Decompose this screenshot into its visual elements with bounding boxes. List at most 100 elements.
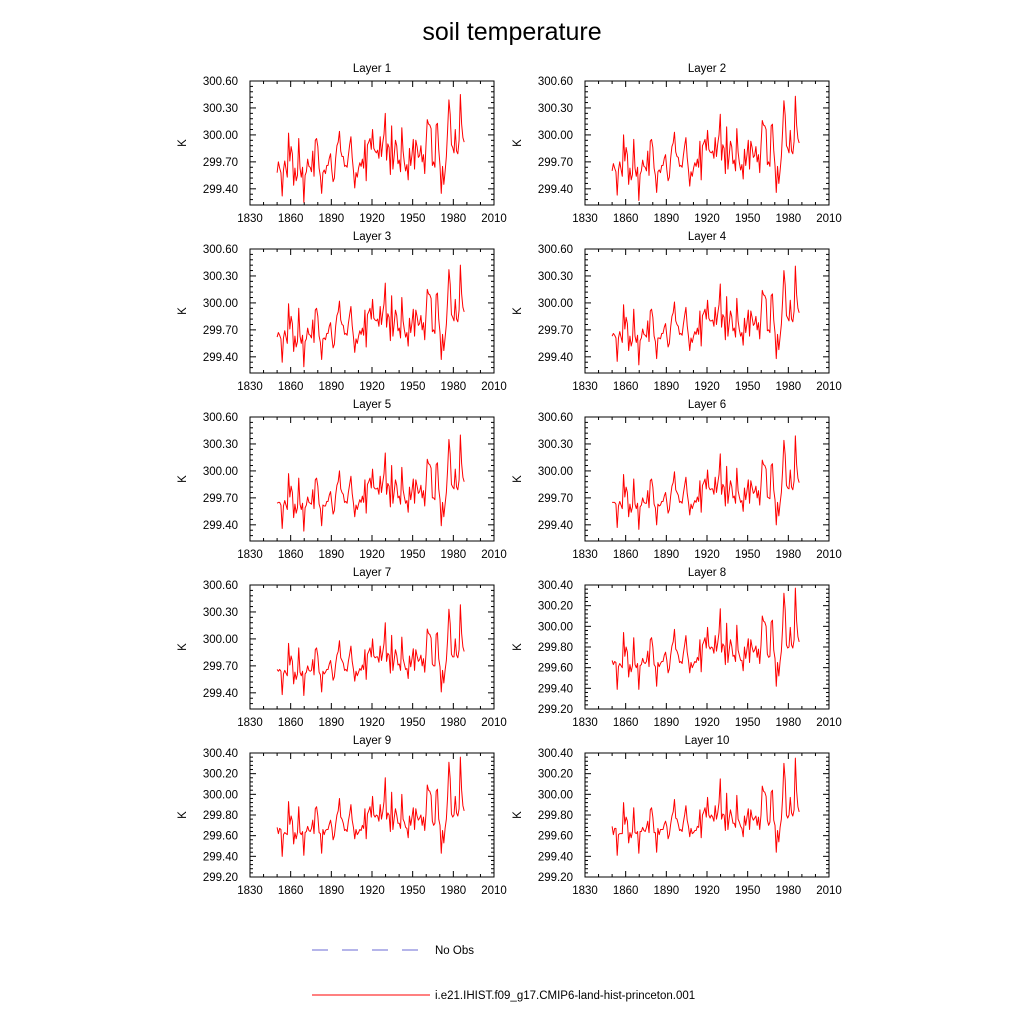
y-tick-label: 299.40 bbox=[203, 184, 238, 196]
y-tick-label: 300.20 bbox=[538, 769, 573, 781]
x-tick-label: 1860 bbox=[613, 717, 639, 729]
x-tick-label: 2010 bbox=[816, 717, 842, 729]
x-tick-label: 2010 bbox=[481, 885, 507, 897]
y-tick-label: 299.60 bbox=[538, 831, 573, 843]
x-tick-label: 1920 bbox=[359, 717, 385, 729]
x-tick-label: 2010 bbox=[481, 381, 507, 393]
y-tick-label: 300.30 bbox=[538, 271, 573, 283]
x-tick-label: 1890 bbox=[319, 717, 345, 729]
x-tick-label: 1920 bbox=[359, 549, 385, 561]
y-tick-label: 299.70 bbox=[203, 325, 238, 337]
y-tick-label: 300.30 bbox=[203, 607, 238, 619]
y-axis-label: K bbox=[512, 307, 524, 315]
y-tick-label: 300.30 bbox=[203, 103, 238, 115]
y-tick-label: 299.60 bbox=[538, 663, 573, 675]
y-axis-label: K bbox=[177, 811, 189, 819]
panel-title: Layer 9 bbox=[353, 735, 391, 747]
y-tick-label: 299.40 bbox=[538, 851, 573, 863]
x-tick-label: 1830 bbox=[237, 885, 263, 897]
y-tick-label: 300.30 bbox=[203, 271, 238, 283]
panel-title: Layer 2 bbox=[688, 63, 726, 75]
panel-2: Layer 2 1830 1860 1890 1920 1950 1980 2010 299.4… bbox=[512, 63, 842, 225]
y-tick-label: 300.60 bbox=[538, 76, 573, 88]
y-tick-label: 300.00 bbox=[538, 130, 573, 142]
y-tick-label: 300.60 bbox=[203, 76, 238, 88]
x-tick-label: 1830 bbox=[572, 549, 598, 561]
x-tick-label: 1920 bbox=[694, 717, 720, 729]
x-tick-label: 2010 bbox=[816, 213, 842, 225]
y-tick-label: 300.60 bbox=[538, 244, 573, 256]
x-tick-label: 1980 bbox=[776, 213, 802, 225]
series-line bbox=[612, 436, 799, 529]
panel-7: Layer 7 1830 1860 1890 1920 1950 1980 2010 299.4… bbox=[177, 567, 507, 729]
y-tick-label: 299.70 bbox=[203, 157, 238, 169]
series-line bbox=[277, 757, 464, 856]
y-tick-label: 299.20 bbox=[538, 704, 573, 716]
x-tick-label: 1890 bbox=[654, 717, 680, 729]
x-tick-label: 1950 bbox=[735, 213, 761, 225]
x-tick-label: 1950 bbox=[400, 885, 426, 897]
x-tick-label: 1980 bbox=[776, 381, 802, 393]
y-tick-label: 299.40 bbox=[538, 520, 573, 532]
y-tick-label: 300.60 bbox=[203, 412, 238, 424]
x-tick-label: 1920 bbox=[694, 381, 720, 393]
y-tick-label: 300.60 bbox=[538, 412, 573, 424]
x-tick-label: 1830 bbox=[237, 717, 263, 729]
x-tick-label: 1980 bbox=[441, 549, 467, 561]
y-tick-label: 299.70 bbox=[538, 493, 573, 505]
y-tick-label: 300.00 bbox=[538, 298, 573, 310]
x-tick-label: 1860 bbox=[278, 213, 304, 225]
series-line bbox=[277, 94, 464, 202]
y-tick-label: 300.40 bbox=[203, 748, 238, 760]
x-tick-label: 1950 bbox=[735, 381, 761, 393]
y-tick-label: 300.00 bbox=[203, 789, 238, 801]
x-tick-label: 1920 bbox=[359, 381, 385, 393]
series-line bbox=[277, 605, 464, 696]
y-tick-label: 299.40 bbox=[203, 520, 238, 532]
y-tick-label: 299.80 bbox=[538, 810, 573, 822]
y-tick-label: 300.40 bbox=[538, 748, 573, 760]
y-axis-label: K bbox=[512, 475, 524, 483]
x-tick-label: 2010 bbox=[481, 717, 507, 729]
x-tick-label: 2010 bbox=[816, 885, 842, 897]
y-tick-label: 300.00 bbox=[203, 634, 238, 646]
x-tick-label: 1860 bbox=[278, 885, 304, 897]
x-tick-label: 1860 bbox=[278, 381, 304, 393]
panel-6: Layer 6 1830 1860 1890 1920 1950 1980 2010 299.4… bbox=[512, 399, 842, 561]
x-tick-label: 1830 bbox=[572, 717, 598, 729]
y-tick-label: 299.40 bbox=[203, 352, 238, 364]
y-tick-label: 299.40 bbox=[203, 688, 238, 700]
x-tick-label: 1890 bbox=[319, 885, 345, 897]
panel-9: Layer 9 1830 1860 1890 1920 1950 1980 2010 299.2… bbox=[177, 735, 507, 897]
x-tick-label: 1860 bbox=[613, 885, 639, 897]
panel-4: Layer 4 1830 1860 1890 1920 1950 1980 2010 299.4… bbox=[512, 231, 842, 393]
y-tick-label: 300.40 bbox=[538, 580, 573, 592]
x-tick-label: 1890 bbox=[654, 381, 680, 393]
y-tick-label: 300.20 bbox=[538, 601, 573, 613]
y-tick-label: 300.60 bbox=[203, 244, 238, 256]
x-tick-label: 1860 bbox=[278, 717, 304, 729]
panel-title: Layer 10 bbox=[685, 735, 730, 747]
x-tick-label: 1950 bbox=[735, 549, 761, 561]
x-tick-label: 1950 bbox=[400, 213, 426, 225]
x-tick-label: 2010 bbox=[816, 549, 842, 561]
x-tick-label: 1860 bbox=[613, 213, 639, 225]
y-tick-label: 299.70 bbox=[538, 157, 573, 169]
panel-10: Layer 10 1830 1860 1890 1920 1950 1980 2010 299.… bbox=[512, 735, 842, 897]
x-tick-label: 2010 bbox=[481, 213, 507, 225]
panel-title: Layer 5 bbox=[353, 399, 391, 411]
y-axis-label: K bbox=[512, 139, 524, 147]
figure-canvas: soil temperature Layer 11830 1860 1890 1920… bbox=[0, 0, 1024, 1024]
y-tick-label: 300.60 bbox=[203, 580, 238, 592]
y-tick-label: 300.20 bbox=[203, 769, 238, 781]
x-tick-label: 2010 bbox=[816, 381, 842, 393]
x-tick-label: 1980 bbox=[776, 885, 802, 897]
x-tick-label: 1830 bbox=[572, 885, 598, 897]
panel-title: Layer 1 bbox=[353, 63, 391, 75]
x-tick-label: 1950 bbox=[400, 381, 426, 393]
x-tick-label: 1980 bbox=[441, 717, 467, 729]
y-tick-label: 300.00 bbox=[538, 789, 573, 801]
series-line bbox=[612, 96, 799, 200]
x-tick-label: 1890 bbox=[654, 549, 680, 561]
y-tick-label: 299.60 bbox=[203, 831, 238, 843]
